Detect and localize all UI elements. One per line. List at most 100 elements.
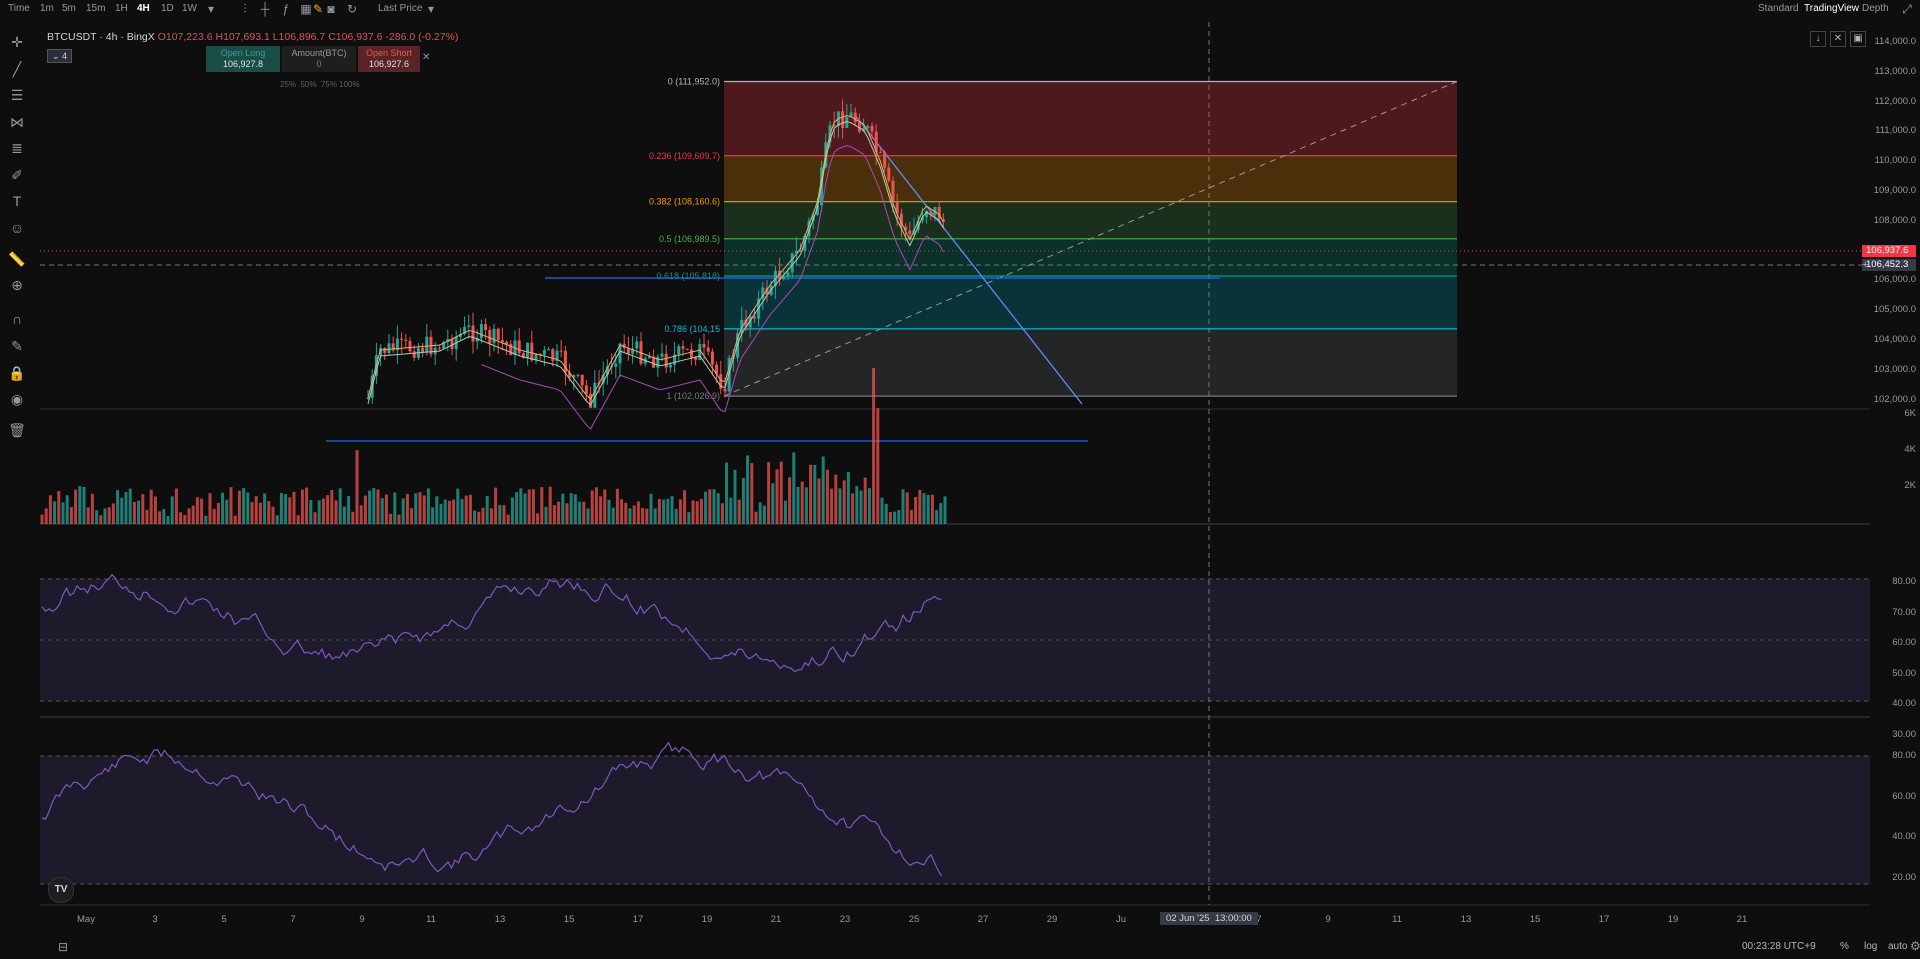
timeframe-5m[interactable]: 5m [62,3,76,14]
oscillator-tick-label: 20.00 [1892,871,1916,883]
horizontal-lines-icon[interactable]: ☰ [10,87,24,103]
candle-body [555,350,559,361]
volume-bar [842,480,846,524]
lock-drawing-icon[interactable]: ✎ [11,338,23,354]
view-tradingview[interactable]: TradingView [1804,3,1860,14]
text-icon[interactable]: T [12,193,22,209]
candle-body [551,349,555,361]
open-long-button[interactable]: Open Long 106,927.8 [206,46,280,72]
amount-percent-options[interactable]: 25% 50% 75% 100% [280,80,360,89]
collapse-icon[interactable]: ✕ [1830,31,1846,47]
chart-type-icon[interactable]: ⫶ [243,2,247,16]
ruler-icon[interactable]: 📏 [8,251,26,267]
date-range-icon[interactable]: ⊟ [58,940,69,954]
eye-icon[interactable]: ◉ [10,391,24,407]
volume-bar [779,461,783,524]
volume-bar [149,489,153,524]
lock-icon[interactable]: 🔒 [8,365,26,381]
add-order-icon[interactable]: + [1862,259,1869,271]
volume-bar [414,493,418,524]
volume-bar [342,506,346,524]
camera-icon[interactable]: ◙ [327,2,335,16]
refresh-icon[interactable]: ↻ [346,2,358,16]
utc-clock[interactable]: 00:23:28 UTC+9 [1742,941,1816,952]
candle-body [748,316,752,328]
trash-icon[interactable]: 🗑 [8,422,26,438]
log-toggle[interactable]: log [1864,941,1878,952]
chevron-down-icon[interactable]: ▾ [207,2,215,16]
volume-bar [615,488,619,524]
timeframe-4h[interactable]: 4H [137,3,150,14]
open-short-button[interactable]: Open Short 106,927.6 [358,46,420,72]
volume-bar [909,509,913,524]
date-tick-label: May [77,914,95,925]
date-tick-label: 19 [1667,914,1679,925]
price-type-select[interactable]: Last Price [378,3,423,14]
indicators-toggle[interactable]: ⌄ 4 [47,49,73,63]
volume-bar [468,494,472,524]
volume-bar [330,490,334,524]
candles-icon[interactable]: ┼ [260,2,270,16]
timeframe-1w[interactable]: 1W [182,3,197,14]
fullscreen-icon[interactable]: ▣ [1850,31,1866,47]
brush-icon[interactable]: ✐ [11,167,23,183]
candle-body [929,211,933,215]
amount-input[interactable]: Amount(BTC) 0 [282,46,356,72]
volume-bar [754,511,758,524]
timeframe-1m[interactable]: 1m [40,3,54,14]
fib-level-label: 0.5 (106,989.5) [659,234,720,244]
candle-body [408,341,412,352]
volume-bar [158,511,162,524]
volume-bar [653,508,657,524]
candle-body [706,347,710,352]
candle-body [765,287,769,295]
auto-toggle[interactable]: auto [1888,941,1908,952]
candle-body [899,213,903,227]
volume-bar [120,497,124,524]
draw-new-icon[interactable]: ✎ [312,2,324,16]
time-label[interactable]: Time [8,3,30,14]
expand-icon[interactable]: ⤢ [1902,2,1912,16]
fib-icon[interactable]: ≣ [11,140,23,156]
zoom-icon[interactable]: ⊕ [11,277,23,293]
timeframe-1d[interactable]: 1D [161,3,174,14]
volume-bar [888,511,892,524]
trendline-icon[interactable]: ╱ [12,61,22,77]
indicators-icon[interactable]: ƒ [282,2,290,16]
candle-body [366,397,370,399]
volume-bar [930,494,934,524]
pitchfork-icon[interactable]: ⋈ [10,114,24,130]
settings-gear-icon[interactable]: ⚙ [1910,939,1920,953]
symbol-name[interactable]: BTCUSDT · 4h · BingX [47,31,155,43]
close-icon[interactable]: ✕ [422,52,431,63]
date-tick-label: 7 [290,914,296,925]
timeframe-1h[interactable]: 1H [115,3,128,14]
emoji-icon[interactable]: ☺ [9,220,25,236]
volume-bar [674,509,678,524]
percent-toggle[interactable]: % [1840,941,1849,952]
view-depth[interactable]: Depth [1862,3,1889,14]
tradingview-logo-icon[interactable]: TV [48,877,74,903]
magnet-icon[interactable]: ∩ [11,311,23,327]
date-tick-label: 11 [426,914,436,925]
price-tick-label: 111,000.0 [1875,125,1916,137]
volume-bar [460,498,464,524]
volume-bar [40,514,44,524]
volume-bar [846,471,850,524]
chevron-down-icon[interactable]: ▾ [427,2,435,16]
volume-bar [229,487,233,524]
layout-icon[interactable]: ▦ [300,2,312,16]
volume-bar [65,495,69,524]
view-standard[interactable]: Standard [1758,3,1799,14]
rsi-tick-label: 80.00 [1892,576,1916,587]
volume-bar [876,408,880,524]
timeframe-15m[interactable]: 15m [86,3,106,14]
volume-bar [447,500,451,524]
volume-bar [943,496,947,524]
volume-bar [53,501,57,524]
crosshair-icon[interactable]: ✛ [11,34,23,50]
candle-body [421,347,425,353]
arrow-down-icon[interactable]: ↓ [1810,31,1826,47]
candle-body [622,343,626,348]
